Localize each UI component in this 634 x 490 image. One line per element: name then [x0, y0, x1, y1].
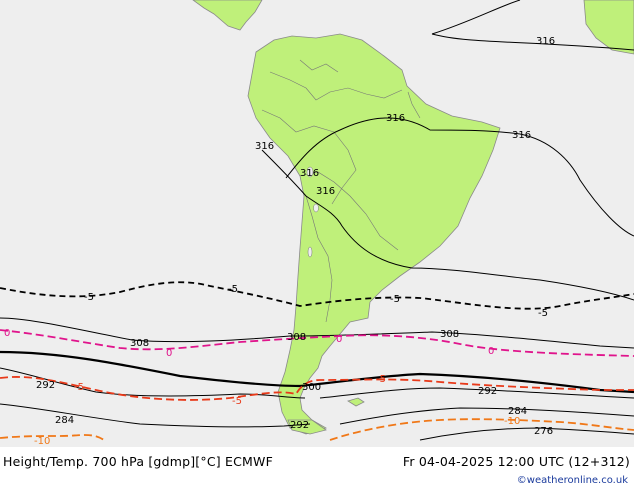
height-label: 316: [536, 36, 555, 47]
temp-label: -10: [504, 416, 520, 427]
height-label: 316: [386, 113, 405, 124]
south-america-landmass: [247, 33, 501, 435]
lakes: [306, 166, 319, 258]
temp-label-group: 0 0 0 0 -5 -5 -5 -5 -5 -5 -5 -10 -10: [4, 284, 548, 447]
temp-contour-minus10: [0, 418, 634, 441]
height-label: 308: [440, 329, 459, 340]
map-footer: Height/Temp. 700 hPa [gdmp][°C] ECMWF Fr…: [0, 447, 634, 490]
height-label: 284: [508, 406, 527, 417]
height-label: 284: [55, 415, 74, 426]
height-label: 316: [255, 141, 274, 152]
height-label: 292: [36, 380, 55, 391]
map-title: Height/Temp. 700 hPa [gdmp][°C] ECMWF: [3, 454, 273, 469]
tierra-del-fuego: [287, 419, 327, 435]
valid-time: Fr 04-04-2025 12:00 UTC (12+312): [402, 454, 630, 469]
site-credit-link[interactable]: ©weatheronline.co.uk: [516, 475, 628, 486]
temp-label: -10: [34, 436, 50, 447]
height-label: 292: [290, 420, 309, 431]
temp-contour-minus5: [0, 376, 634, 401]
height-label: 300: [302, 382, 321, 393]
temp-contour-zero: [0, 329, 634, 357]
temp-label: -5: [84, 292, 94, 303]
temp-label: -5: [538, 308, 548, 319]
temp-label: -5: [228, 284, 238, 295]
africa-corner-landmass: [583, 0, 634, 55]
temp-label: 0: [4, 328, 10, 339]
height-label: 316: [300, 168, 319, 179]
land-layer: [192, 0, 634, 435]
temp-label: -5: [74, 382, 84, 393]
height-label: 308: [130, 338, 149, 349]
temp-contour-minus5-north: [0, 281, 634, 310]
height-label: 316: [316, 186, 335, 197]
height-label: 316: [512, 130, 531, 141]
height-label: 308: [287, 332, 306, 343]
weather-map: 316 316 316 316 316 316 308 308 308 300 …: [0, 0, 634, 447]
country-borders: [261, 59, 421, 323]
temp-label: -5: [232, 396, 242, 407]
temp-label: 0: [488, 346, 494, 357]
temp-label: 0: [336, 334, 342, 345]
height-label: 292: [478, 386, 497, 397]
height-label-group: 316 316 316 316 316 316 308 308 308 300 …: [36, 36, 555, 437]
falkland-islands: [347, 397, 365, 407]
temp-label: -5: [376, 374, 386, 385]
temp-label: -5: [390, 294, 400, 305]
height-contours: [0, 0, 634, 441]
height-label: 276: [534, 426, 553, 437]
temp-label: 0: [166, 348, 172, 359]
temperature-contours: [0, 281, 634, 441]
central-america-landmass: [192, 0, 263, 31]
